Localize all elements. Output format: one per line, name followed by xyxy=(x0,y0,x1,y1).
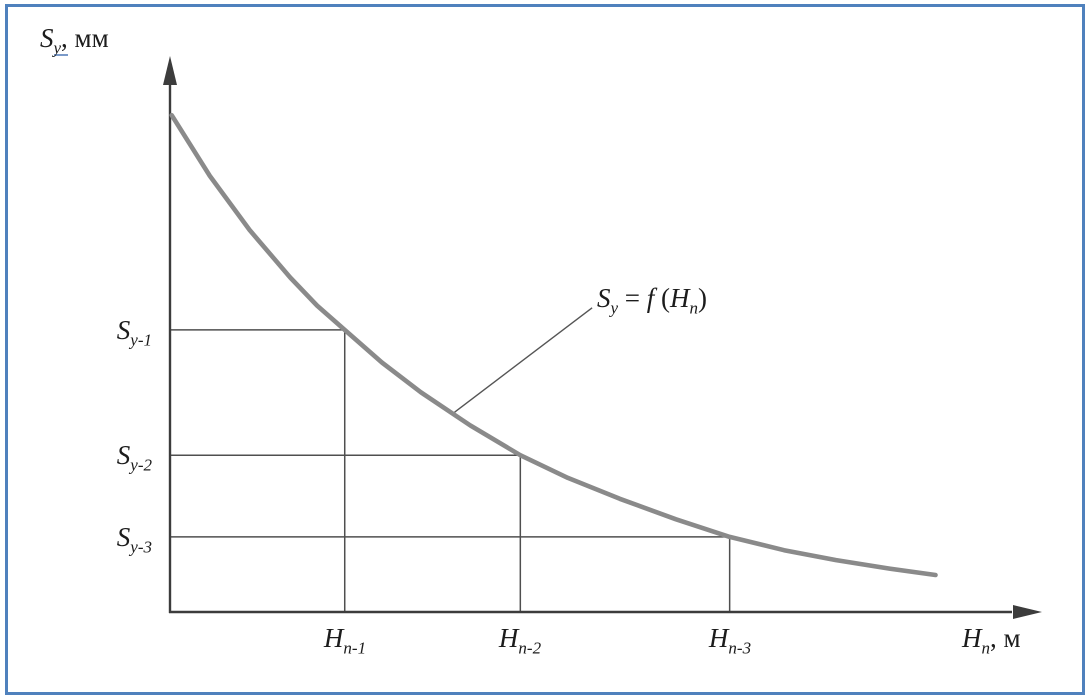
x-tick-label-1: Hп-1 xyxy=(323,623,367,658)
y-axis-unit: мм xyxy=(67,23,109,53)
y-tick-label-3: Sу-3 xyxy=(116,522,152,557)
x-tick-label-2: Hп-2 xyxy=(498,623,542,658)
x-axis-unit: , м xyxy=(990,623,1021,653)
x-tick-label-3: Hп-3 xyxy=(708,623,752,658)
y-tick-label-1: Sу-1 xyxy=(116,315,152,350)
y-axis-subscript-underline: у, xyxy=(53,23,68,58)
y-axis-symbol: S xyxy=(40,23,54,53)
y-axis-label: Sу, мм xyxy=(40,22,109,58)
annotation-leader-line xyxy=(454,307,593,413)
x-axis-arrow xyxy=(1013,605,1042,619)
y-axis-arrow xyxy=(163,56,177,85)
x-axis-symbol: H xyxy=(962,623,982,653)
function-curve xyxy=(169,112,938,578)
x-axis-label: Hп, м xyxy=(962,623,1021,658)
y-tick-label-2: Sу-2 xyxy=(116,440,152,475)
curve-equation-label: Sу = f (Hп) xyxy=(597,283,708,318)
